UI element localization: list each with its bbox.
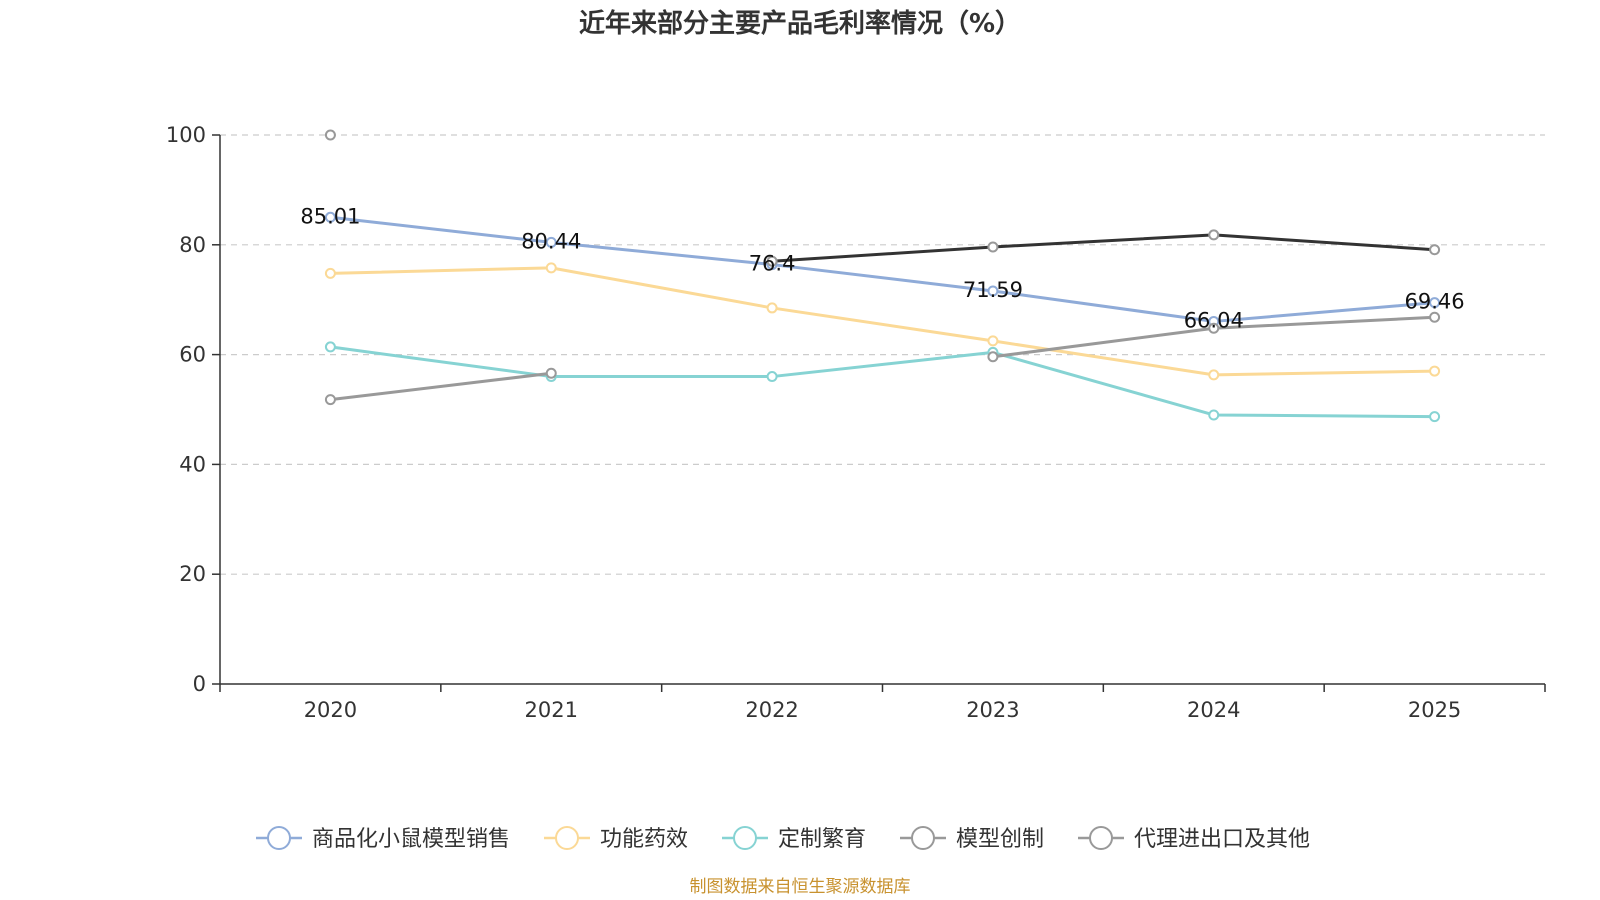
- series-2: [324, 262, 1441, 381]
- axes: 0 20 40 60 80 100 2020 2021 2022 2023 2024 2025: [166, 123, 1546, 722]
- legend-label: 商品化小鼠模型销售: [312, 827, 510, 852]
- data-point[interactable]: [987, 241, 999, 253]
- x-tick-label: 2025: [1408, 698, 1461, 722]
- data-point[interactable]: [324, 394, 336, 406]
- x-tick-label: 2023: [966, 698, 1019, 722]
- legend-label: 功能药效: [600, 827, 688, 852]
- data-label: 66.04: [1184, 308, 1244, 332]
- data-label: 76.4: [749, 252, 796, 276]
- legend-label: 代理进出口及其他: [1134, 827, 1310, 852]
- y-tick-label: 40: [179, 452, 206, 476]
- data-point[interactable]: [324, 267, 336, 279]
- data-point[interactable]: [1429, 244, 1441, 256]
- data-point[interactable]: [1429, 311, 1441, 323]
- series-line: [330, 215, 1435, 323]
- legend-item-1[interactable]: 商品化小鼠模型销售: [256, 826, 510, 852]
- series-line: [771, 233, 1435, 263]
- legend-marker: [1089, 826, 1113, 850]
- data-point[interactable]: [1208, 229, 1220, 241]
- legend-marker: [555, 826, 579, 850]
- data-point[interactable]: [1208, 409, 1220, 421]
- data-point[interactable]: [545, 367, 557, 379]
- legend-label: 模型创制: [956, 827, 1044, 852]
- data-labels: 85.01 80.44 76.4 71.59 66.04 69.46: [300, 204, 1464, 332]
- legend-marker: [911, 826, 935, 850]
- series-line: [330, 266, 1435, 377]
- series-line: [330, 345, 1435, 419]
- data-point[interactable]: [1429, 297, 1441, 309]
- series-1: [324, 211, 1441, 327]
- y-tick-label: 60: [179, 343, 206, 367]
- y-tick-label: 20: [179, 562, 206, 586]
- legend-marker: [267, 826, 291, 850]
- series-5: [324, 311, 1441, 406]
- legend-item-3[interactable]: 定制繁育: [722, 826, 866, 852]
- data-point[interactable]: [545, 236, 557, 248]
- data-point[interactable]: [766, 371, 778, 383]
- legend-item-4[interactable]: 模型创制: [900, 826, 1044, 852]
- data-label: 71.59: [963, 278, 1023, 302]
- legend-item-5[interactable]: 代理进出口及其他: [1078, 826, 1310, 852]
- data-point[interactable]: [324, 129, 336, 141]
- series-line: [330, 371, 552, 402]
- legend-marker: [733, 826, 757, 850]
- x-tick-label: 2020: [304, 698, 357, 722]
- y-tick-label: 0: [193, 672, 206, 696]
- data-point[interactable]: [987, 335, 999, 347]
- legend[interactable]: 商品化小鼠模型销售 功能药效 定制繁育 模型创制 代理进出口及其他: [256, 826, 1310, 852]
- y-tick-label: 80: [179, 233, 206, 257]
- data-point[interactable]: [545, 262, 557, 274]
- series-lines: [324, 129, 1441, 423]
- data-point[interactable]: [1429, 365, 1441, 377]
- grid-lines: [220, 134, 1545, 575]
- data-label: 85.01: [300, 204, 360, 228]
- data-label: 80.44: [521, 229, 581, 253]
- data-point[interactable]: [324, 211, 336, 223]
- legend-item-2[interactable]: 功能药效: [544, 826, 688, 852]
- chart-title: 近年来部分主要产品毛利率情况（%）: [579, 8, 1021, 39]
- data-label: 69.46: [1405, 290, 1465, 314]
- data-point[interactable]: [766, 255, 778, 267]
- series-4: [324, 129, 1441, 267]
- source-note: 制图数据来自恒生聚源数据库: [690, 877, 911, 897]
- x-tick-label: 2024: [1187, 698, 1240, 722]
- data-point[interactable]: [1429, 411, 1441, 423]
- x-tick-label: 2022: [745, 698, 798, 722]
- data-point[interactable]: [324, 341, 336, 353]
- data-point[interactable]: [766, 302, 778, 314]
- data-point[interactable]: [987, 351, 999, 363]
- data-point[interactable]: [1208, 322, 1220, 334]
- data-point[interactable]: [987, 285, 999, 297]
- data-point[interactable]: [1208, 369, 1220, 381]
- x-tick-label: 2021: [525, 698, 578, 722]
- legend-label: 定制繁育: [778, 827, 866, 852]
- y-tick-label: 100: [166, 123, 206, 147]
